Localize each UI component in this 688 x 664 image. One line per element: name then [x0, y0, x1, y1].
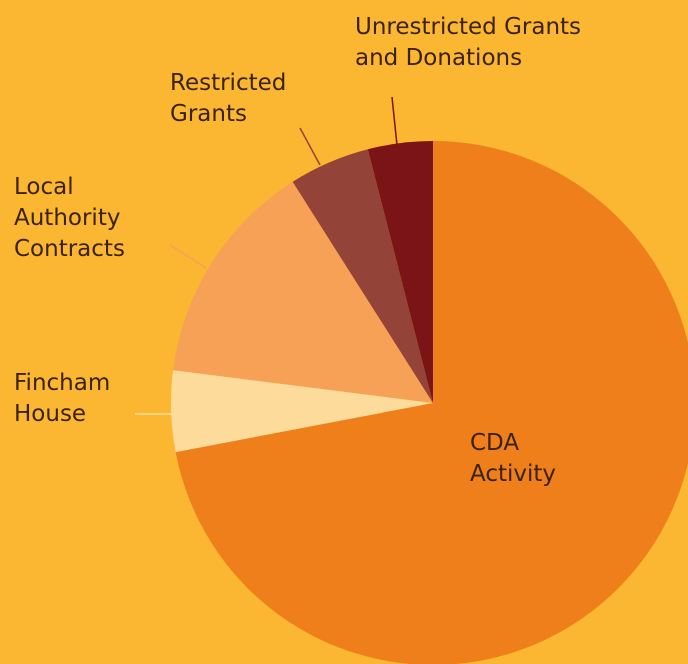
leader-line [299, 127, 321, 166]
pie-slice [171, 370, 434, 453]
pie-slice [175, 141, 688, 664]
slice-label: CDA Activity [470, 430, 557, 487]
slice-label: Restricted Grants [170, 70, 287, 127]
slice-label: Fincham House [14, 370, 111, 427]
leader-line [391, 96, 398, 146]
pie-slice [367, 141, 433, 403]
slice-label: Unrestricted Grants and Donations [355, 14, 582, 71]
leader-line [169, 244, 207, 269]
slice-label: Local Authority Contracts [14, 174, 125, 262]
pie-slice [292, 149, 433, 403]
pie-slice [173, 181, 433, 403]
